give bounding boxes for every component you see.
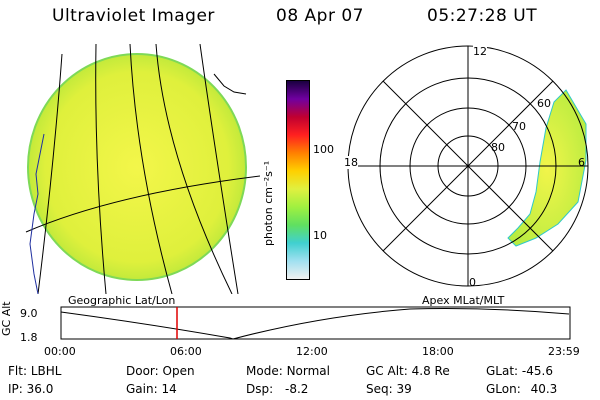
ip-value: 36.0 [26,382,54,396]
auroral-emission [507,89,587,247]
mlat-label-60: 60 [537,97,551,110]
right-map-caption: Apex MLat/MLT [422,294,505,307]
left-map-caption: Geographic Lat/Lon [68,294,176,307]
mlat-label-70: 70 [512,120,526,133]
filter-value: LBHL [30,364,62,378]
mode-label: Mode: [246,364,283,378]
altitude-plot [60,306,571,340]
filter-info: Flt: LBHL [8,364,61,378]
mode-info: Mode: Normal [246,364,330,378]
mode-value: Normal [286,364,330,378]
time-tick-1200: 12:00 [296,345,328,358]
glon-info: GLon: 40.3 [486,382,557,396]
mlt-label-6: 6 [578,156,585,169]
time-tick-1800: 18:00 [422,345,454,358]
glat-value: -45.6 [521,364,553,378]
mlt-label-18: 18 [344,156,358,169]
earth-disk-emission [27,53,247,281]
gc-alt-label: GC Alt: [366,364,408,378]
colorbar-tick-10: 10 [313,229,327,242]
gc-alt-value: 4.8 Re [411,364,450,378]
altitude-tick-bottom: 1.8 [20,331,38,344]
colorbar [286,80,310,280]
mlt-label-0: 0 [469,276,476,289]
door-info: Door: Open [126,364,195,378]
gain-info: Gain: 14 [126,382,177,396]
glat-label: GLat: [486,364,519,378]
seq-label: Seq: [366,382,393,396]
ip-info: IP: 36.0 [8,382,53,396]
filter-label: Flt: [8,364,27,378]
coastline-north [213,73,247,95]
altitude-axis-label: GC Alt [0,301,13,336]
coastline [29,133,45,294]
instrument-title: Ultraviolet Imager [52,6,215,26]
mlat-label-80: 80 [491,141,505,154]
mlt-label-12: 12 [473,45,487,58]
seq-info: Seq: 39 [366,382,412,396]
gc-alt-info: GC Alt: 4.8 Re [366,364,450,378]
observation-time: 05:27:28 UT [427,6,538,26]
glon-value: 40.3 [530,382,558,396]
colorbar-unit-label: photon cm⁻²s⁻¹ [262,160,275,246]
gain-value: 14 [161,382,177,396]
observation-date: 08 Apr 07 [276,6,364,26]
dsp-value: -8.2 [284,382,309,396]
gain-label: Gain: [126,382,158,396]
latitude-line [25,175,260,233]
geographic-image [25,44,260,294]
time-tick-0000: 00:00 [44,345,76,358]
time-tick-2359: 23:59 [548,345,580,358]
door-label: Door: [126,364,159,378]
longitude-lines [37,44,239,294]
glat-info: GLat: -45.6 [486,364,553,378]
dsp-info: Dsp: -8.2 [246,382,308,396]
ip-label: IP: [8,382,23,396]
polar-plot [347,45,589,287]
glon-label: GLon: [486,382,521,396]
door-value: Open [162,364,195,378]
dsp-label: Dsp: [246,382,274,396]
altitude-tick-top: 9.0 [20,307,38,320]
mlt-spokes [348,46,588,286]
seq-value: 39 [396,382,412,396]
time-tick-0600: 06:00 [170,345,202,358]
colorbar-tick-100: 100 [313,143,334,156]
altitude-curve [60,308,570,340]
